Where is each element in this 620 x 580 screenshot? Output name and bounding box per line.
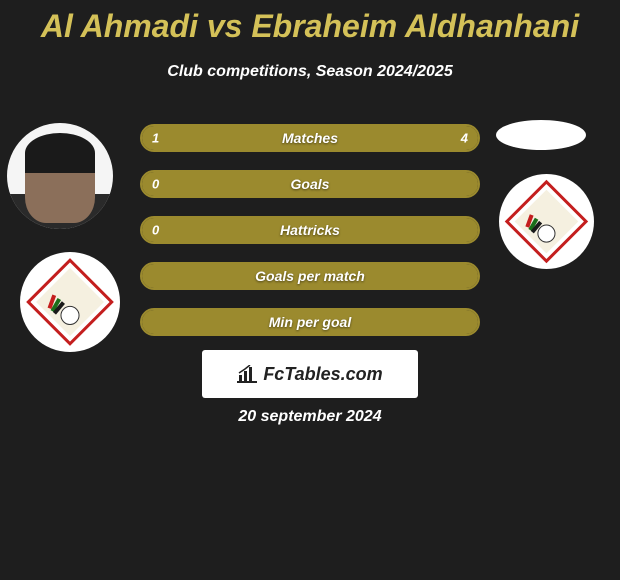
player1-club-logo [20, 252, 120, 352]
stat-value-left: 0 [152, 223, 159, 238]
stat-bar: Goals per match [140, 262, 480, 290]
stat-value-left: 1 [152, 131, 159, 146]
stat-label: Matches [142, 126, 478, 150]
chart-icon [237, 365, 257, 383]
subtitle: Club competitions, Season 2024/2025 [0, 63, 620, 81]
stat-label: Hattricks [142, 218, 478, 242]
player2-avatar [496, 120, 586, 150]
watermark: FcTables.com [202, 350, 418, 398]
stat-bar: Matches1 4 [140, 124, 480, 152]
watermark-text: FcTables.com [263, 364, 382, 385]
stat-value-right: 4 [461, 131, 468, 146]
stat-label: Goals [142, 172, 478, 196]
page-title: Al Ahmadi vs Ebraheim Aldhanhani [0, 0, 620, 45]
stat-label: Goals per match [142, 264, 478, 288]
stat-label: Min per goal [142, 310, 478, 334]
player2-club-logo [499, 174, 594, 269]
stat-bar: Min per goal [140, 308, 480, 336]
stat-bar: Hattricks0 [140, 216, 480, 244]
player1-avatar [7, 123, 113, 229]
stat-value-left: 0 [152, 177, 159, 192]
stats-bars: Matches14Goals0Hattricks0Goals per match… [140, 124, 480, 354]
stat-bar: Goals0 [140, 170, 480, 198]
date-label: 20 september 2024 [0, 408, 620, 426]
